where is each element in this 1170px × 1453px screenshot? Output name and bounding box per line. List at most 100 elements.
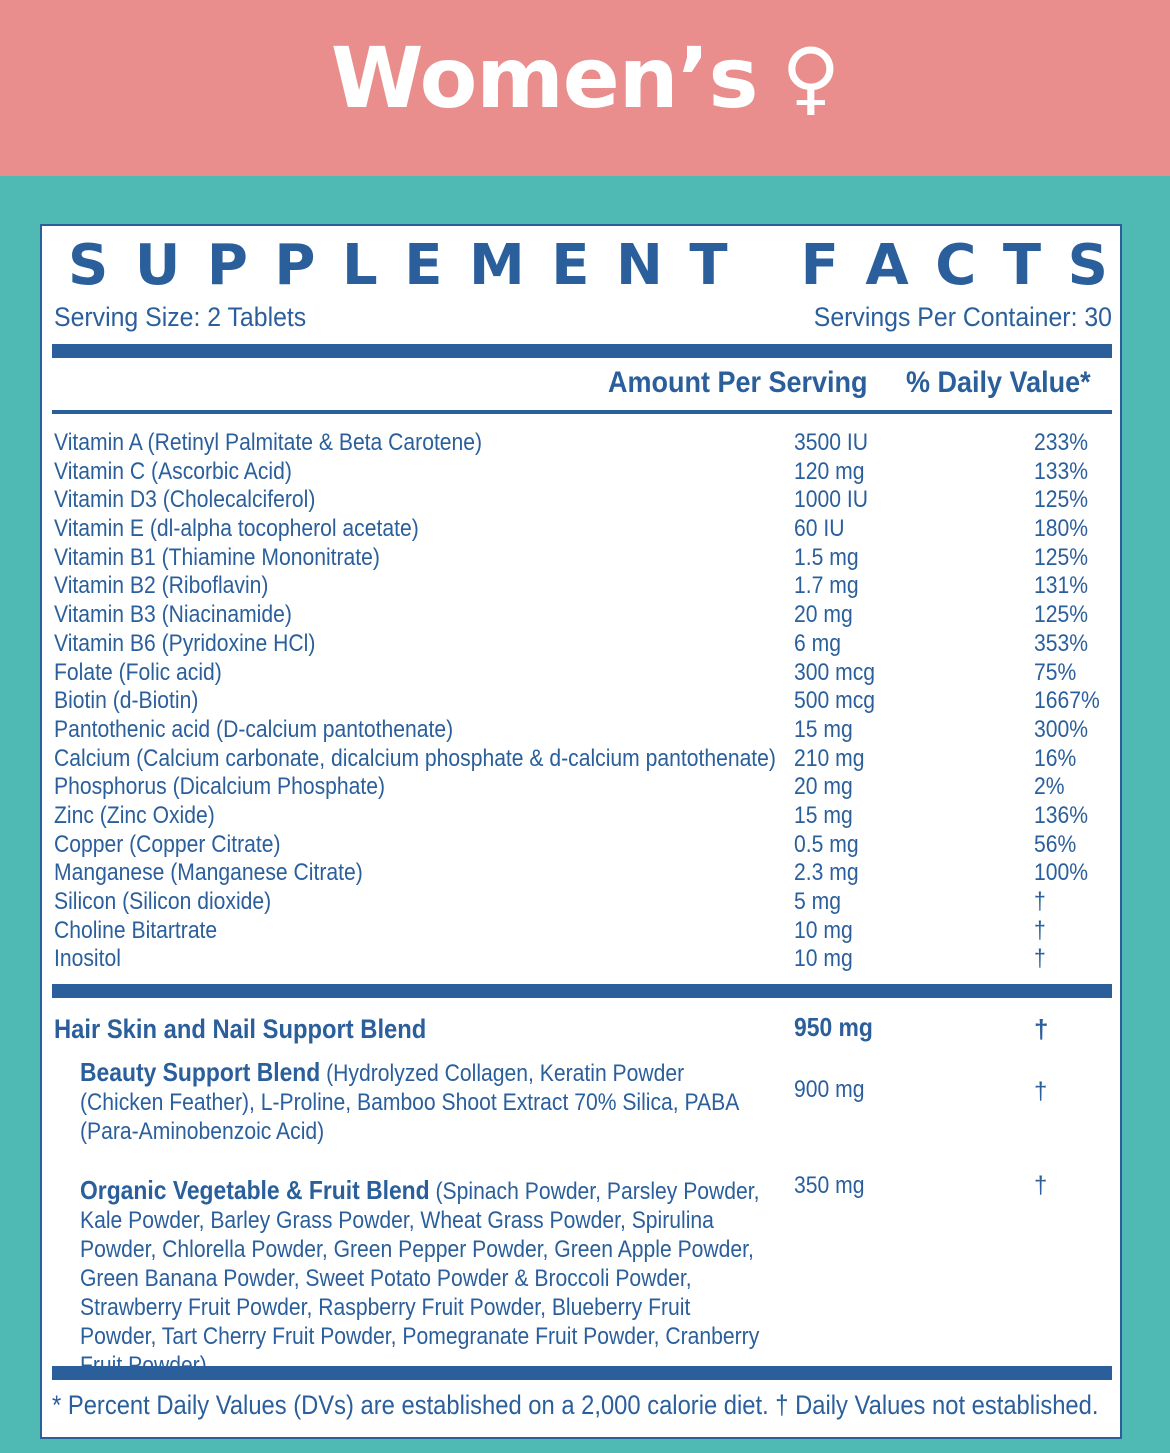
nutrient-name: Copper (Copper Citrate) <box>54 830 281 858</box>
nutrient-amount: 1.5 mg <box>794 543 859 571</box>
nutrient-daily-value: 353% <box>1034 629 1089 657</box>
nutrient-row: Choline Bitartrate 10 mg † <box>54 917 1114 946</box>
nutrient-row: Pantothenic acid (D-calcium pantothenate… <box>54 716 1114 745</box>
blend-amount: 950 mg <box>794 1012 873 1042</box>
nutrient-name: Inositol <box>54 945 121 973</box>
nutrient-row: Folate (Folic acid) 300 mcg 75% <box>54 659 1114 688</box>
banner: Women’s ♀ <box>0 0 1170 176</box>
nutrient-row: Calcium (Calcium carbonate, dicalcium ph… <box>54 745 1114 774</box>
title-letter: S <box>1067 233 1108 298</box>
header-daily-value: % Daily Value* <box>906 366 1091 399</box>
nutrient-row: Vitamin A (Retinyl Palmitate & Beta Caro… <box>54 429 1114 458</box>
beauty-blend-amount: 900 mg <box>794 1076 865 1103</box>
nutrient-daily-value: 136% <box>1034 801 1089 829</box>
nutrient-row: Vitamin D3 (Cholecalciferol) 1000 IU 125% <box>54 486 1114 515</box>
title-letter: A <box>865 233 909 298</box>
title-letter: M <box>468 233 525 298</box>
nutrient-name: Biotin (d-Biotin) <box>54 687 199 715</box>
divider-thick <box>52 344 1112 358</box>
nutrient-amount: 10 mg <box>794 945 853 973</box>
nutrient-name: Vitamin B1 (Thiamine Mononitrate) <box>54 543 380 571</box>
nutrient-daily-value: 125% <box>1034 486 1089 514</box>
nutrient-row: Vitamin B2 (Riboflavin) 1.7 mg 131% <box>54 572 1114 601</box>
organic-blend-ingredients: (Spinach Powder, Parsley Powder, Kale Po… <box>80 1178 760 1379</box>
nutrient-amount: 2.3 mg <box>794 859 859 887</box>
blend-daily-value: † <box>1034 1014 1049 1044</box>
nutrient-daily-value: 2% <box>1034 773 1065 801</box>
header-amount-per-serving: Amount Per Serving <box>608 366 868 399</box>
title-letter: U <box>134 233 181 298</box>
nutrient-amount: 20 mg <box>794 601 853 629</box>
nutrient-amount: 210 mg <box>794 744 865 772</box>
title-letter: T <box>1002 233 1042 298</box>
nutrient-name: Manganese (Manganese Citrate) <box>54 859 363 887</box>
organic-blend-daily-value: † <box>1034 1172 1048 1199</box>
nutrient-amount: 15 mg <box>794 801 853 829</box>
nutrient-name: Vitamin B3 (Niacinamide) <box>54 601 292 629</box>
nutrient-row: Copper (Copper Citrate) 0.5 mg 56% <box>54 831 1114 860</box>
nutrient-daily-value: 75% <box>1034 658 1077 686</box>
title-letter: P <box>206 233 248 298</box>
nutrient-daily-value: 1667% <box>1034 687 1100 715</box>
nutrient-name: Calcium (Calcium carbonate, dicalcium ph… <box>54 744 776 772</box>
nutrient-daily-value: 125% <box>1034 601 1089 629</box>
nutrient-amount: 15 mg <box>794 715 853 743</box>
title-letter: P <box>274 233 316 298</box>
nutrient-amount: 500 mcg <box>794 687 876 715</box>
nutrient-row: Vitamin C (Ascorbic Acid) 120 mg 133% <box>54 458 1114 487</box>
title-letter: N <box>616 233 663 298</box>
nutrient-name: Vitamin E (dl-alpha tocopherol acetate) <box>54 515 419 543</box>
nutrient-row: Vitamin B3 (Niacinamide) 20 mg 125% <box>54 601 1114 630</box>
nutrient-row: Phosphorus (Dicalcium Phosphate) 20 mg 2% <box>54 773 1114 802</box>
nutrient-name: Silicon (Silicon dioxide) <box>54 888 272 915</box>
title-letter: F <box>800 233 839 298</box>
banner-title-text: Women’s <box>330 29 759 127</box>
nutrient-amount: 0.5 mg <box>794 830 859 858</box>
nutrient-daily-value: 56% <box>1034 830 1077 858</box>
nutrient-name: Phosphorus (Dicalcium Phosphate) <box>54 773 386 801</box>
organic-blend-amount: 350 mg <box>794 1172 865 1199</box>
nutrient-amount: 1000 IU <box>794 486 868 514</box>
nutrient-daily-value: † <box>1034 945 1046 973</box>
nutrient-name: Vitamin B2 (Riboflavin) <box>54 572 269 600</box>
nutrient-name: Pantothenic acid (D-calcium pantothenate… <box>54 715 454 743</box>
title-letter: E <box>551 233 590 298</box>
organic-blend-name: Organic Vegetable & Fruit Blend <box>80 1175 430 1205</box>
nutrient-row: Silicon (Silicon dioxide) 5 mg † <box>54 888 1114 917</box>
nutrient-daily-value: † <box>1034 916 1046 944</box>
nutrient-amount: 120 mg <box>794 457 865 485</box>
nutrient-row: Vitamin B1 (Thiamine Mononitrate) 1.5 mg 1… <box>54 544 1114 573</box>
nutrient-amount: 3500 IU <box>794 429 868 456</box>
nutrient-amount: 300 mcg <box>794 658 876 686</box>
title-letter: E <box>404 233 443 298</box>
title-letter: C <box>935 233 977 298</box>
nutrient-row: Manganese (Manganese Citrate) 2.3 mg 100% <box>54 859 1114 888</box>
nutrient-daily-value: † <box>1034 888 1046 915</box>
nutrient-name: Vitamin C (Ascorbic Acid) <box>54 457 292 485</box>
footnote: * Percent Daily Values (DVs) are establi… <box>52 1390 1099 1420</box>
nutrient-daily-value: 131% <box>1034 572 1089 600</box>
nutrient-name: Vitamin B6 (Pyridoxine HCl) <box>54 629 316 657</box>
nutrient-name: Choline Bitartrate <box>54 916 218 944</box>
divider-thick <box>52 1366 1112 1380</box>
nutrient-row: Vitamin E (dl-alpha tocopherol acetate) 6… <box>54 515 1114 544</box>
nutrient-amount: 20 mg <box>794 773 853 801</box>
divider-thin <box>52 410 1112 414</box>
beauty-support-blend: Beauty Support Blend (Hydrolyzed Collage… <box>80 1058 766 1146</box>
nutrient-daily-value: 125% <box>1034 543 1089 571</box>
divider-thick <box>52 984 1112 998</box>
nutrient-amount: 10 mg <box>794 916 853 944</box>
serving-size: Serving Size: 2 Tablets <box>54 302 307 332</box>
title-letter: T <box>689 233 728 298</box>
nutrient-name: Vitamin A (Retinyl Palmitate & Beta Caro… <box>54 429 483 456</box>
nutrient-row: Zinc (Zinc Oxide) 15 mg 136% <box>54 802 1114 831</box>
nutrient-amount: 5 mg <box>794 888 841 915</box>
banner-title: Women’s ♀ <box>330 29 840 127</box>
nutrient-daily-value: 180% <box>1034 515 1089 543</box>
title-letter <box>754 238 774 294</box>
organic-vegetable-fruit-blend: Organic Vegetable & Fruit Blend (Spinach… <box>80 1176 766 1380</box>
title-letter: L <box>341 233 378 298</box>
nutrient-daily-value: 233% <box>1034 429 1089 456</box>
